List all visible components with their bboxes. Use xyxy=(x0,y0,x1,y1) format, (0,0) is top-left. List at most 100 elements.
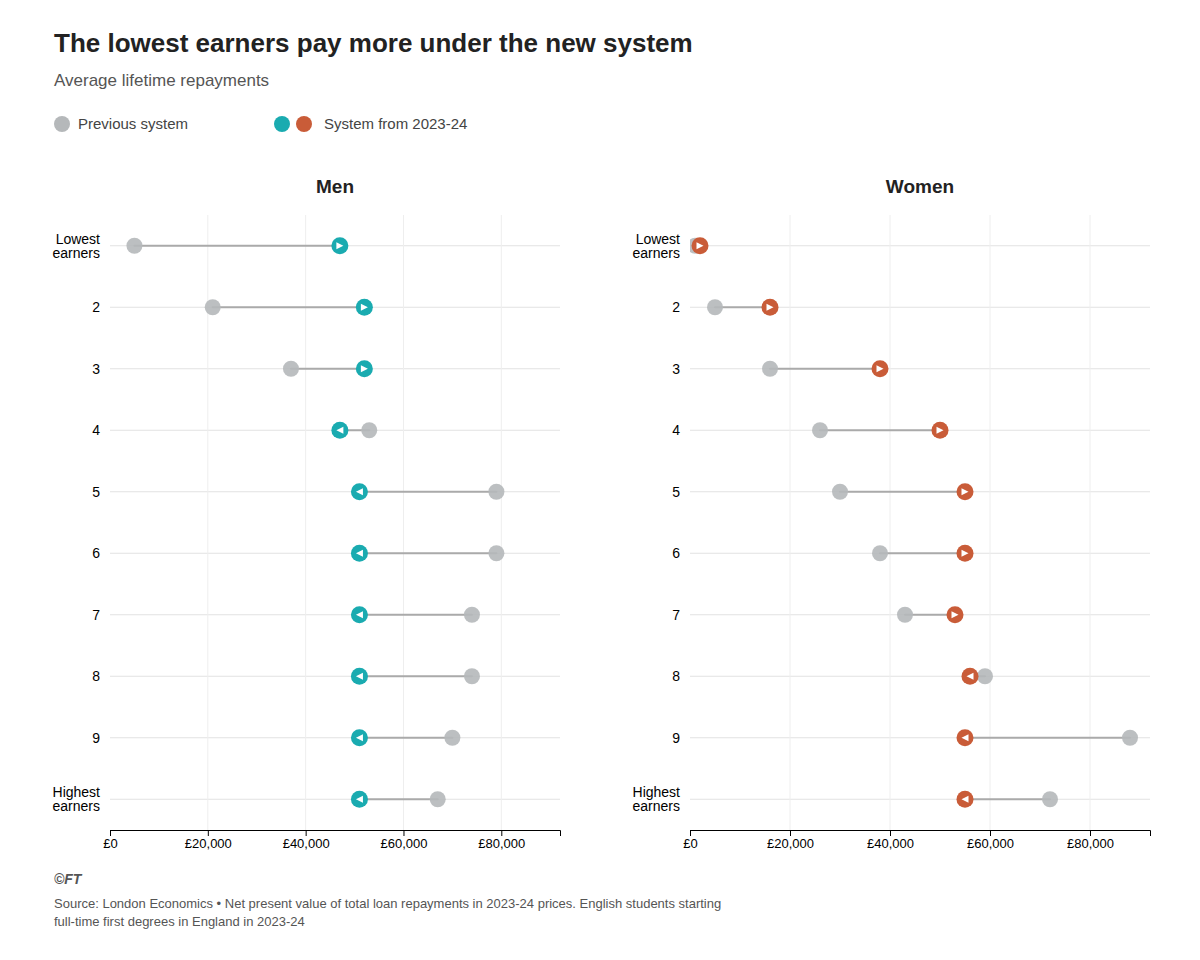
direction-arrow xyxy=(356,734,363,741)
direction-arrow xyxy=(697,242,704,249)
chart-root: The lowest earners pay more under the ne… xyxy=(0,0,1200,960)
x-tick-label: £20,000 xyxy=(185,836,232,851)
y-tick: Highestearners xyxy=(53,784,110,814)
previous-dot xyxy=(488,484,504,500)
new-dot xyxy=(762,299,779,316)
panel-title: Men xyxy=(316,176,354,197)
y-tick-label: 8 xyxy=(672,668,680,684)
y-tick-label: 6 xyxy=(92,545,100,561)
previous-dot xyxy=(897,607,913,623)
y-tick-label: 9 xyxy=(672,730,680,746)
y-tick-label: 3 xyxy=(672,361,680,377)
x-tick-label: £80,000 xyxy=(1067,836,1114,851)
x-tick: £0 xyxy=(103,830,117,851)
grid-line-horizontal xyxy=(690,368,1150,369)
new-dot xyxy=(962,668,979,685)
y-tick-label: 3 xyxy=(92,361,100,377)
y-tick: 4 xyxy=(672,422,690,438)
connector xyxy=(359,737,452,739)
connector xyxy=(965,737,1130,739)
marks xyxy=(126,237,504,808)
x-tick: £60,000 xyxy=(967,830,1014,851)
grid-line-horizontal xyxy=(690,676,1150,677)
connector xyxy=(880,552,965,554)
grid-line-horizontal xyxy=(690,614,1150,615)
connector xyxy=(359,491,496,493)
previous-dot xyxy=(762,361,778,377)
marks xyxy=(690,237,1138,808)
new-dot xyxy=(957,791,974,808)
previous-dot xyxy=(464,607,480,623)
panel: Women£0£20,000£40,000£60,000£80,000Lowes… xyxy=(633,176,1151,851)
y-tick: Highestearners xyxy=(633,784,690,814)
x-tick: £40,000 xyxy=(867,830,914,851)
y-tick-label: 5 xyxy=(672,484,680,500)
x-tick-mark xyxy=(208,830,209,836)
direction-arrow xyxy=(962,734,969,741)
direction-arrow xyxy=(356,796,363,803)
previous-dot xyxy=(488,545,504,561)
direction-arrow xyxy=(356,673,363,680)
grid-line-horizontal xyxy=(690,553,1150,554)
connector xyxy=(820,429,940,431)
footer-source: Source: London Economics • Net present v… xyxy=(54,896,721,929)
grid-line-vertical xyxy=(501,215,502,830)
x-tick-mark xyxy=(1090,830,1091,836)
x-tick-mark xyxy=(306,830,307,836)
previous-dot xyxy=(872,545,888,561)
x-tick-label: £20,000 xyxy=(767,836,814,851)
previous-dot xyxy=(812,422,828,438)
y-tick-label: 5 xyxy=(92,484,100,500)
direction-arrow xyxy=(962,796,969,803)
subtitle: Average lifetime repayments xyxy=(54,71,269,90)
grid-line-horizontal xyxy=(110,307,560,308)
x-axis-line xyxy=(111,831,561,837)
direction-arrow xyxy=(877,365,884,372)
previous-dot xyxy=(707,299,723,315)
legend-swatch xyxy=(296,116,312,132)
y-tick: 6 xyxy=(672,545,690,561)
y-tick: 7 xyxy=(672,607,690,623)
x-tick-label: £60,000 xyxy=(380,836,427,851)
x-tick-label: £40,000 xyxy=(867,836,914,851)
footer-credit: ©FT xyxy=(54,871,83,887)
direction-arrow xyxy=(962,488,969,495)
y-tick: Lowestearners xyxy=(53,231,110,261)
previous-dot xyxy=(205,299,221,315)
direction-arrow xyxy=(967,673,974,680)
x-tick-label: £80,000 xyxy=(478,836,525,851)
title: The lowest earners pay more under the ne… xyxy=(54,28,693,58)
x-axis: £0£20,000£40,000£60,000£80,000 xyxy=(103,830,560,851)
grid-line-vertical xyxy=(890,215,891,830)
legend-swatch xyxy=(274,116,290,132)
y-tick: 5 xyxy=(672,484,690,500)
direction-arrow xyxy=(356,611,363,618)
new-dot xyxy=(356,360,373,377)
y-tick: 3 xyxy=(92,361,110,377)
new-dot xyxy=(351,729,368,746)
direction-arrow xyxy=(361,365,368,372)
grid-line-horizontal xyxy=(110,676,560,677)
y-axis: Lowestearners23456789Highestearners xyxy=(633,231,690,815)
legend-label: System from 2023-24 xyxy=(324,115,467,132)
direction-arrow xyxy=(356,488,363,495)
y-tick-label: 7 xyxy=(92,607,100,623)
connector xyxy=(359,552,496,554)
new-dot xyxy=(351,791,368,808)
previous-dot xyxy=(464,668,480,684)
x-tick: £0 xyxy=(683,830,697,851)
grid xyxy=(690,215,1150,830)
direction-arrow xyxy=(336,427,343,434)
grid-line-vertical xyxy=(790,215,791,830)
y-tick: 9 xyxy=(92,730,110,746)
new-dot xyxy=(331,237,348,254)
y-tick: 7 xyxy=(92,607,110,623)
new-dot xyxy=(351,483,368,500)
new-dot xyxy=(947,606,964,623)
x-tick-mark xyxy=(501,830,502,836)
grid-line-horizontal xyxy=(110,737,560,738)
y-tick-label: 7 xyxy=(672,607,680,623)
connector xyxy=(965,798,1050,800)
y-axis: Lowestearners23456789Highestearners xyxy=(53,231,110,815)
y-tick-label: 2 xyxy=(672,299,680,315)
